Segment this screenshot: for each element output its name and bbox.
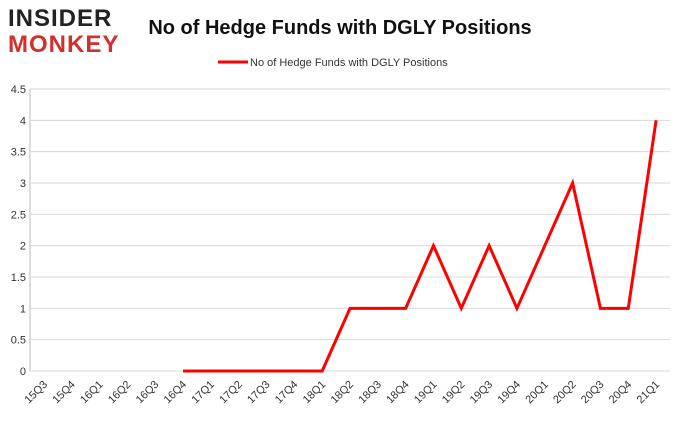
y-tick-label: 0 [20,366,26,378]
y-tick-label: 0.5 [11,335,26,347]
legend-label: No of Hedge Funds with DGLY Positions [250,57,448,69]
y-tick-label: 3.5 [11,147,26,159]
line [183,120,658,373]
y-tick-label: 4 [20,115,26,127]
y-tick-label: 3 [20,178,26,190]
chart-title: No of Hedge Funds with DGLY Positions [148,17,531,39]
y-tick-label: 2.5 [11,209,26,221]
logo-bottom: MONKEY [8,31,119,58]
y-tick-label: 1.5 [11,272,26,284]
logo-top: INSIDER [8,5,112,32]
y-tick-label: 4.5 [11,84,26,96]
y-tick-label: 2 [20,241,26,253]
y-tick-label: 1 [20,303,26,315]
